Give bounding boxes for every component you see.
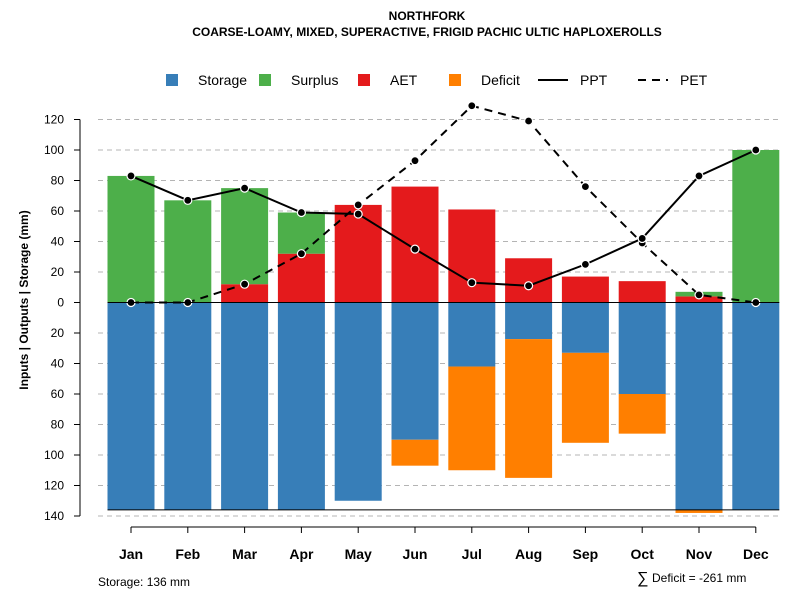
chart-subtitle: COARSE-LOAMY, MIXED, SUPERACTIVE, FRIGID… xyxy=(192,25,662,39)
bar-storage xyxy=(675,302,723,510)
deficit-note: Deficit = -261 mm xyxy=(652,571,746,585)
bar-deficit xyxy=(448,366,496,471)
x-tick-label: Aug xyxy=(515,546,542,562)
y-tick-label: 20 xyxy=(51,265,65,279)
bar-aet xyxy=(561,276,609,303)
point-pet xyxy=(353,200,363,210)
legend-swatch-surplus xyxy=(259,74,271,86)
y-tick-label: 60 xyxy=(51,204,65,218)
point-pet xyxy=(467,101,477,111)
bar-aet xyxy=(334,204,382,303)
bar-surplus xyxy=(221,188,269,285)
legend-label: Surplus xyxy=(291,72,338,88)
y-tick-label: 120 xyxy=(44,479,64,493)
sum-symbol: ∑ xyxy=(637,570,648,587)
legend: Storage Surplus AET Deficit PPT PET xyxy=(166,72,708,88)
bar-surplus xyxy=(107,175,155,303)
axes-group: 120 100 80 60 40 20 0 20 40 60 80 100 120 140 Jan Feb Ma… xyxy=(44,113,780,562)
y-tick-label: 0 xyxy=(57,296,64,310)
x-tick-label: Sep xyxy=(573,546,599,562)
point-pet xyxy=(580,182,591,192)
bar-storage xyxy=(107,302,155,510)
legend-label: Storage xyxy=(198,72,247,88)
point-ppt xyxy=(580,259,591,269)
x-tick-label: Oct xyxy=(631,546,655,562)
point-ppt xyxy=(240,183,250,193)
x-tick-label: May xyxy=(345,546,372,562)
line-pet xyxy=(131,104,756,304)
x-tick-label: Feb xyxy=(175,546,200,562)
bar-storage xyxy=(391,302,439,440)
y-tick-label: 80 xyxy=(51,418,65,432)
point-pet xyxy=(296,249,306,259)
y-tick-label: 60 xyxy=(51,387,65,401)
storage-note: Storage: 136 mm xyxy=(98,575,190,589)
bar-surplus xyxy=(277,212,325,254)
bar-deficit xyxy=(561,352,609,443)
bar-deficit xyxy=(675,509,723,513)
point-ppt xyxy=(751,145,761,155)
point-pet xyxy=(410,156,420,166)
y-tick-label: 40 xyxy=(51,235,65,249)
bar-aet xyxy=(448,209,496,303)
x-tick-label: Mar xyxy=(232,546,257,562)
bar-storage xyxy=(221,302,269,510)
legend-label: PET xyxy=(680,72,708,88)
y-axis-label: Inputs | Outputs | Storage (mm) xyxy=(17,210,31,389)
point-ppt xyxy=(353,209,363,219)
y-tick-label: 100 xyxy=(44,448,64,462)
legend-swatch-deficit xyxy=(449,74,461,86)
x-tick-label: Jul xyxy=(462,546,482,562)
legend-label: PPT xyxy=(580,72,608,88)
point-pet xyxy=(523,116,534,126)
bar-surplus xyxy=(164,200,212,303)
bar-deficit xyxy=(618,394,666,434)
bar-storage xyxy=(618,302,666,394)
bar-storage xyxy=(164,302,212,510)
legend-swatch-storage xyxy=(166,74,178,86)
point-pet xyxy=(694,290,704,300)
y-tick-label: 80 xyxy=(51,174,65,188)
y-tick-label: 140 xyxy=(44,509,64,523)
y-tick-label: 40 xyxy=(51,357,65,371)
point-pet xyxy=(240,279,250,289)
x-tick-label: Jun xyxy=(403,546,428,562)
y-tick-label: 20 xyxy=(51,326,65,340)
bar-aet xyxy=(277,253,325,303)
point-ppt xyxy=(523,281,534,291)
y-tick-label: 100 xyxy=(44,143,64,157)
point-ppt xyxy=(126,171,136,181)
point-ppt xyxy=(467,278,477,288)
bar-storage xyxy=(448,302,496,367)
point-ppt xyxy=(183,195,193,205)
x-tick-label: Jan xyxy=(119,546,143,562)
legend-swatch-aet xyxy=(358,74,370,86)
y-tick-label: 120 xyxy=(44,113,64,127)
x-tick-label: Nov xyxy=(686,546,713,562)
legend-label: Deficit xyxy=(481,72,520,88)
point-ppt xyxy=(637,233,647,244)
line-ppt xyxy=(130,149,757,287)
point-ppt xyxy=(694,171,704,181)
point-ppt xyxy=(410,244,420,254)
chart-title: NORTHFORK xyxy=(389,9,466,23)
x-tick-label: Apr xyxy=(289,546,314,562)
bars-group xyxy=(107,150,780,513)
bar-deficit xyxy=(505,339,553,478)
bar-storage xyxy=(505,302,553,340)
point-ppt xyxy=(296,207,306,218)
bar-storage xyxy=(561,302,609,353)
bar-storage xyxy=(277,302,325,510)
bar-aet xyxy=(618,281,666,303)
x-tick-label: Dec xyxy=(743,546,769,562)
bar-storage xyxy=(732,302,780,510)
legend-label: AET xyxy=(390,72,418,88)
bar-deficit xyxy=(391,439,439,466)
bar-storage xyxy=(334,302,382,501)
bar-surplus xyxy=(732,150,780,303)
